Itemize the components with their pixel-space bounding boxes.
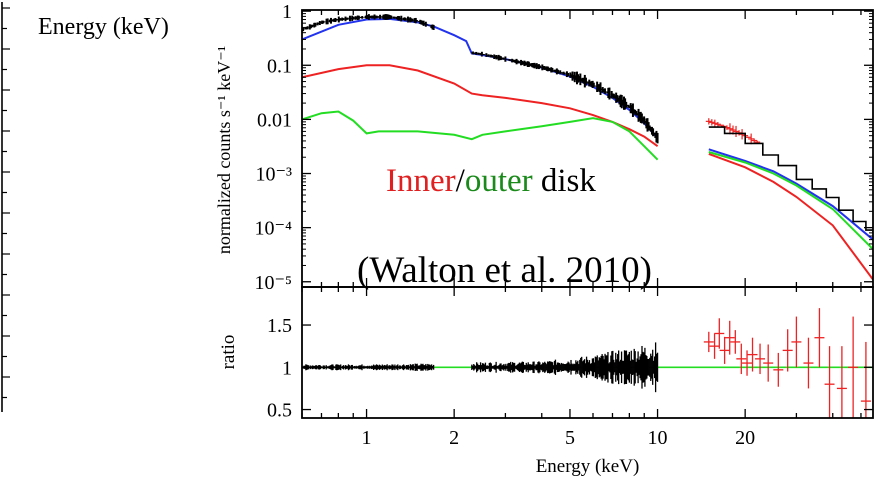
x-tick-label: 20	[735, 427, 755, 449]
y-tick-label: 1.5	[267, 315, 292, 337]
y-tick-label: 0.5	[267, 400, 292, 422]
y-tick-label: 1	[282, 1, 292, 23]
ratio-residuals-black	[471, 342, 659, 393]
ratio-frame	[301, 286, 874, 419]
model-curve-blue	[708, 148, 873, 241]
y-tick-label: 0.1	[267, 55, 292, 77]
model-curve-red	[708, 152, 873, 281]
plot-frames: 1 2 5 10 20 Energy (keV) 1 0.1 0.01 10⁻³ 10⁻⁴ 10⁻⁵ 0…	[214, 1, 874, 477]
ratio-series-group	[302, 308, 873, 418]
y-axis-label-ratio: ratio	[218, 335, 239, 370]
model-curve-green	[302, 110, 659, 161]
spectrum-frame	[301, 9, 874, 288]
annotation-outer: outer	[464, 163, 533, 199]
inner-outer-disk-annotation: Inner/outer disk	[386, 165, 596, 198]
ratio-panel	[302, 308, 873, 418]
spectrum-series-group	[302, 14, 873, 281]
cropped-axis-ticks	[2, 7, 10, 399]
x-tick-label: 1	[362, 427, 372, 449]
y-tick-label: 10⁻⁵	[254, 272, 292, 294]
data-points-red	[705, 118, 761, 145]
x-tick-label: 2	[449, 427, 459, 449]
ratio-residuals-black	[302, 363, 435, 371]
x-tick-label: 5	[565, 427, 575, 449]
ratio-points-red	[703, 308, 871, 418]
data-points-black	[470, 51, 659, 144]
annotation-slash: /	[455, 163, 465, 199]
x-axis-label: Energy (keV)	[536, 456, 640, 477]
y-tick-label: 1	[282, 357, 292, 379]
model-curve-red	[302, 64, 659, 148]
annotation-inner: Inner	[386, 163, 456, 199]
y-tick-label: 10⁻⁴	[254, 218, 292, 240]
spectrum-panel	[302, 14, 873, 281]
model-step-black	[708, 126, 873, 233]
cropped-axis-label: Energy (keV)	[38, 14, 169, 40]
annotation-disk: disk	[540, 163, 596, 199]
y-tick-label: 0.01	[257, 109, 292, 131]
y-axis-label-spectrum: normalized counts s⁻¹ keV⁻¹	[214, 46, 234, 254]
citation-annotation: (Walton et al. 2010)	[357, 250, 652, 291]
y-tick-label: 10⁻³	[255, 164, 292, 186]
data-points-black	[302, 14, 435, 32]
cropped-left-panel	[1, 2, 10, 412]
x-tick-label: 10	[648, 427, 668, 449]
model-curve-green	[708, 151, 873, 250]
